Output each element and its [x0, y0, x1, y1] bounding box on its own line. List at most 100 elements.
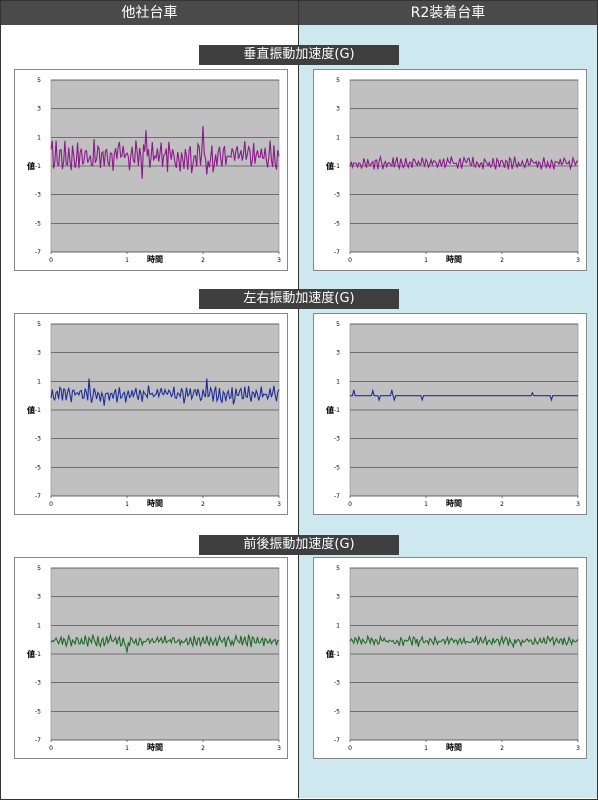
- x-tick-label: 0: [49, 257, 53, 264]
- y-tick-label: 3: [336, 594, 340, 601]
- chart-lat-r2: 5 3 1 -1 -3 -5 -7 0 1 2 3 時間 値: [313, 313, 587, 515]
- x-tick-label: 0: [49, 501, 53, 508]
- section-title-lateral: 左右振動加速度(G): [199, 289, 399, 309]
- y-axis-label: 値: [325, 649, 334, 659]
- x-tick-label: 3: [576, 501, 580, 508]
- y-tick-label: -5: [334, 220, 340, 227]
- y-tick-label: -1: [35, 163, 41, 170]
- y-axis-label: 値: [26, 405, 35, 415]
- y-tick-label: -5: [334, 708, 340, 715]
- series-line: [349, 154, 579, 171]
- series-line: [50, 378, 280, 406]
- y-tick-label: 3: [336, 106, 340, 113]
- y-tick-label: 5: [336, 77, 340, 84]
- y-tick-label: -5: [334, 464, 340, 471]
- x-axis-label: 時間: [147, 254, 163, 264]
- chart-svg-vert-other: 5 3 1 -1 -3 -5 -7 0 1 2 3 時間 値: [26, 77, 281, 264]
- y-tick-label: 5: [336, 321, 340, 328]
- y-tick-label: 3: [37, 106, 41, 113]
- x-tick-label: 2: [500, 501, 504, 508]
- chart-svg-lon-other: 5 3 1 -1 -3 -5 -7 0 1 2 3 時間 値: [26, 565, 281, 752]
- header-other: 他社台車: [1, 1, 298, 25]
- x-tick-label: 2: [500, 257, 504, 264]
- x-tick-label: 0: [348, 501, 352, 508]
- y-tick-label: 1: [37, 134, 41, 141]
- y-tick-label: -5: [35, 220, 41, 227]
- y-tick-label: 1: [336, 134, 340, 141]
- y-tick-label: 5: [336, 565, 340, 572]
- x-tick-label: 0: [348, 745, 352, 752]
- y-tick-label: -7: [35, 249, 41, 256]
- chart-svg-lat-other: 5 3 1 -1 -3 -5 -7 0 1 2 3 時間 値: [26, 321, 281, 508]
- x-tick-label: 3: [277, 257, 281, 264]
- y-axis-label: 値: [26, 649, 35, 659]
- y-tick-label: -7: [334, 493, 340, 500]
- x-axis-label: 時間: [446, 254, 462, 264]
- chart-svg-lon-r2: 5 3 1 -1 -3 -5 -7 0 1 2 3 時間 値: [325, 565, 580, 752]
- y-tick-label: -1: [334, 651, 340, 658]
- y-tick-label: -3: [334, 436, 340, 443]
- series-line: [50, 633, 280, 653]
- y-tick-label: 1: [37, 622, 41, 629]
- y-tick-label: 3: [37, 350, 41, 357]
- x-tick-label: 2: [201, 501, 205, 508]
- y-tick-label: 3: [37, 594, 41, 601]
- section-title-longitudinal: 前後振動加速度(G): [199, 535, 399, 555]
- y-tick-label: -5: [35, 708, 41, 715]
- series-line: [50, 125, 280, 179]
- x-tick-label: 1: [424, 745, 428, 752]
- y-tick-label: -7: [334, 249, 340, 256]
- y-tick-label: -1: [334, 407, 340, 414]
- x-tick-label: 1: [125, 501, 129, 508]
- y-tick-label: -3: [334, 680, 340, 687]
- y-tick-label: -1: [334, 163, 340, 170]
- y-tick-label: 3: [336, 350, 340, 357]
- y-axis-label: 値: [26, 161, 35, 171]
- chart-lon-r2: 5 3 1 -1 -3 -5 -7 0 1 2 3 時間 値: [313, 557, 587, 759]
- y-tick-label: -1: [35, 407, 41, 414]
- x-tick-label: 2: [201, 257, 205, 264]
- header-r2: R2装着台車: [299, 1, 597, 25]
- x-axis-label: 時間: [446, 742, 462, 752]
- x-tick-label: 1: [125, 745, 129, 752]
- x-tick-label: 3: [277, 501, 281, 508]
- y-tick-label: -3: [334, 192, 340, 199]
- x-tick-label: 3: [576, 745, 580, 752]
- y-tick-label: 1: [336, 378, 340, 385]
- y-tick-label: 1: [37, 378, 41, 385]
- y-tick-label: 5: [37, 565, 41, 572]
- x-tick-label: 3: [277, 745, 281, 752]
- chart-lon-other: 5 3 1 -1 -3 -5 -7 0 1 2 3 時間 値: [14, 557, 288, 759]
- y-axis-label: 値: [325, 405, 334, 415]
- y-tick-label: -7: [334, 737, 340, 744]
- x-tick-label: 2: [201, 745, 205, 752]
- chart-vert-r2: 5 3 1 -1 -3 -5 -7 0 1 2 3 時間 値: [313, 69, 587, 271]
- chart-lat-other: 5 3 1 -1 -3 -5 -7 0 1 2 3 時間 値: [14, 313, 288, 515]
- y-tick-label: -7: [35, 737, 41, 744]
- y-tick-label: 5: [37, 77, 41, 84]
- series-line: [350, 388, 578, 402]
- x-axis-label: 時間: [147, 742, 163, 752]
- x-axis-label: 時間: [446, 498, 462, 508]
- column-divider: [298, 1, 299, 798]
- y-tick-label: -7: [35, 493, 41, 500]
- section-title-vertical: 垂直振動加速度(G): [199, 45, 399, 65]
- series-line: [349, 634, 579, 649]
- y-tick-label: -3: [35, 192, 41, 199]
- y-tick-label: 5: [37, 321, 41, 328]
- y-tick-label: -5: [35, 464, 41, 471]
- x-tick-label: 0: [49, 745, 53, 752]
- y-tick-label: -1: [35, 651, 41, 658]
- x-tick-label: 1: [424, 257, 428, 264]
- chart-svg-vert-r2: 5 3 1 -1 -3 -5 -7 0 1 2 3 時間 値: [325, 77, 580, 264]
- x-axis-label: 時間: [147, 498, 163, 508]
- x-tick-label: 1: [424, 501, 428, 508]
- chart-svg-lat-r2: 5 3 1 -1 -3 -5 -7 0 1 2 3 時間 値: [325, 321, 580, 508]
- x-tick-label: 3: [576, 257, 580, 264]
- x-tick-label: 0: [348, 257, 352, 264]
- y-tick-label: -3: [35, 436, 41, 443]
- chart-vert-other: 5 3 1 -1 -3 -5 -7 0 1 2 3 時間 値: [14, 69, 288, 271]
- y-axis-label: 値: [325, 161, 334, 171]
- x-tick-label: 2: [500, 745, 504, 752]
- y-tick-label: 1: [336, 622, 340, 629]
